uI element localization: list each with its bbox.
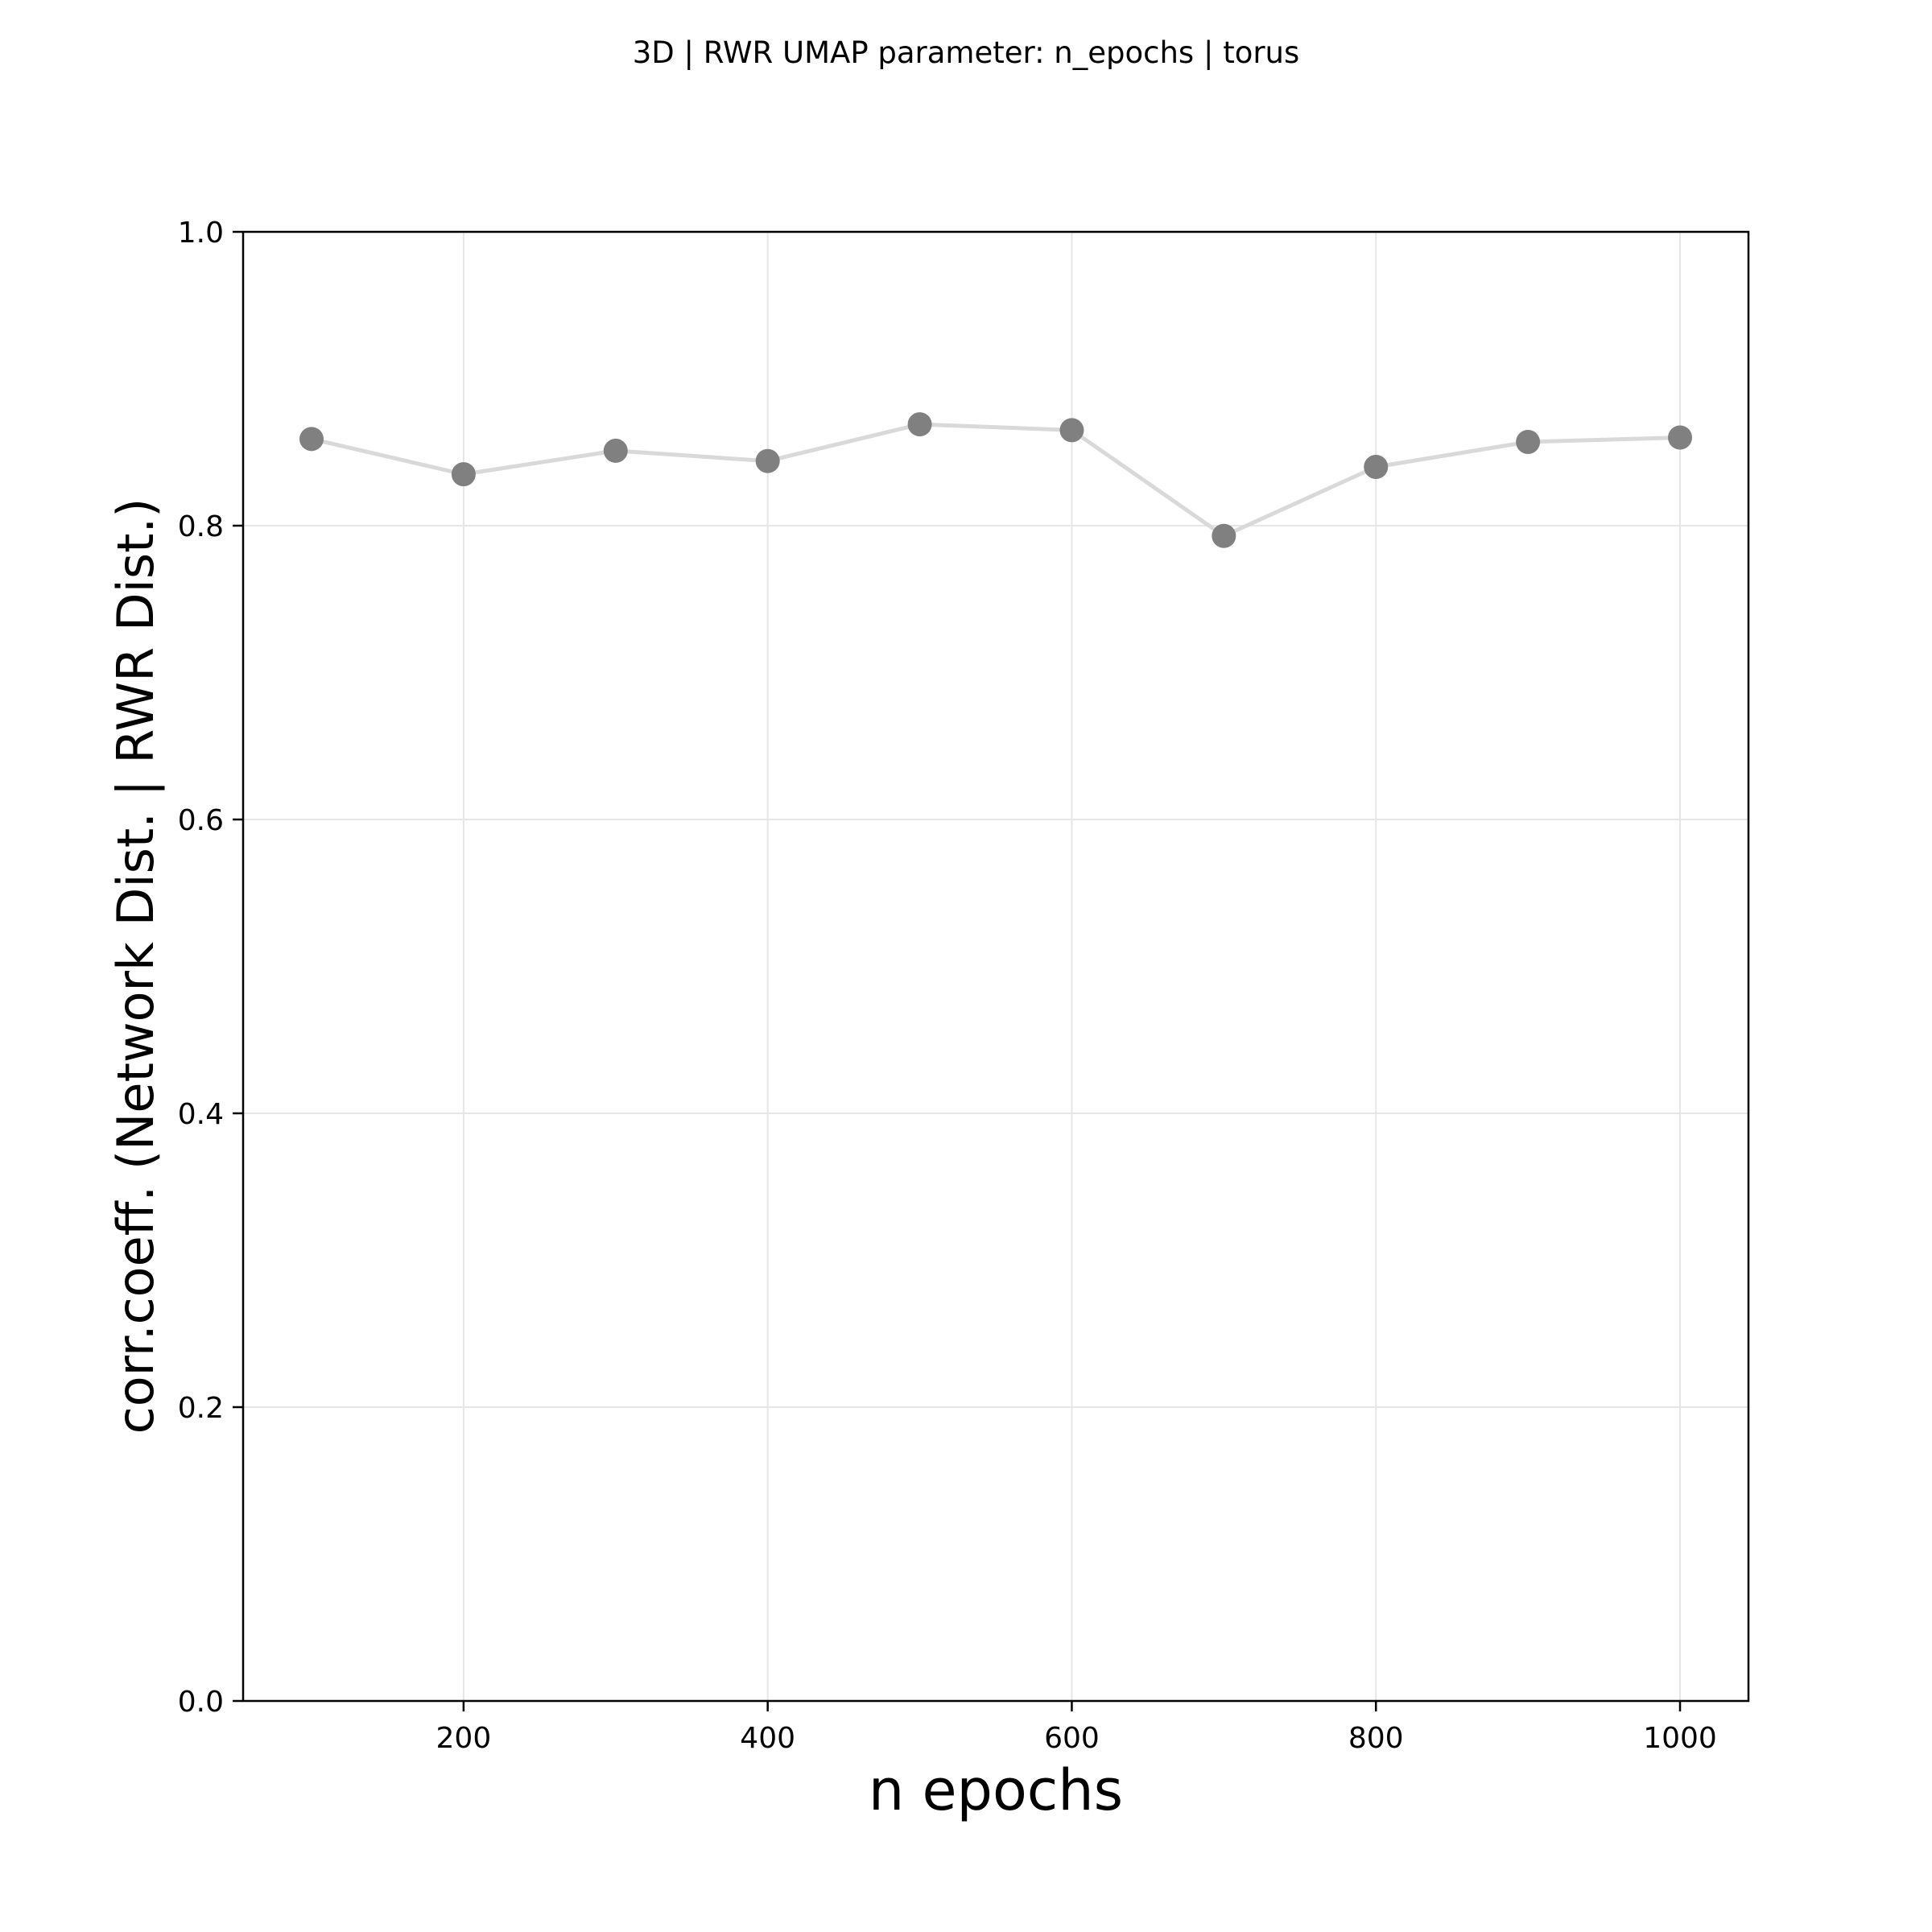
data-point xyxy=(299,427,324,452)
x-axis-label: n epochs xyxy=(869,1757,1123,1823)
data-series xyxy=(299,412,1692,548)
x-tick-label: 1000 xyxy=(1643,1722,1717,1755)
data-point xyxy=(1516,429,1541,454)
data-point xyxy=(603,438,628,463)
x-tick-label: 200 xyxy=(436,1722,492,1755)
data-point xyxy=(907,412,932,437)
y-axis-label: corr.coeff. (Network Dist. | RWR Dist.) xyxy=(106,498,166,1435)
data-point xyxy=(1212,523,1236,548)
y-tick-label: 0.8 xyxy=(178,510,224,543)
y-axis-ticks: 0.0 0.2 0.4 0.6 0.8 1.0 xyxy=(178,217,243,1719)
data-point xyxy=(451,462,476,487)
data-point xyxy=(1059,418,1084,443)
y-tick-label: 0.0 xyxy=(178,1686,224,1719)
x-axis-ticks: 200 400 600 800 1000 xyxy=(436,1701,1717,1755)
y-tick-label: 0.4 xyxy=(178,1098,224,1131)
data-point xyxy=(1364,455,1389,479)
chart-title: 3D | RWR UMAP parameter: n_epochs | toru… xyxy=(633,35,1300,70)
plot-frame xyxy=(242,230,1750,1703)
data-point xyxy=(755,448,780,473)
x-tick-label: 600 xyxy=(1044,1722,1100,1755)
series-line xyxy=(311,422,1681,539)
y-tick-label: 1.0 xyxy=(178,217,224,250)
y-tick-label: 0.6 xyxy=(178,804,224,837)
x-tick-label: 800 xyxy=(1348,1722,1404,1755)
x-tick-label: 400 xyxy=(740,1722,795,1755)
y-tick-label: 0.2 xyxy=(178,1392,224,1425)
data-point xyxy=(1668,425,1692,450)
